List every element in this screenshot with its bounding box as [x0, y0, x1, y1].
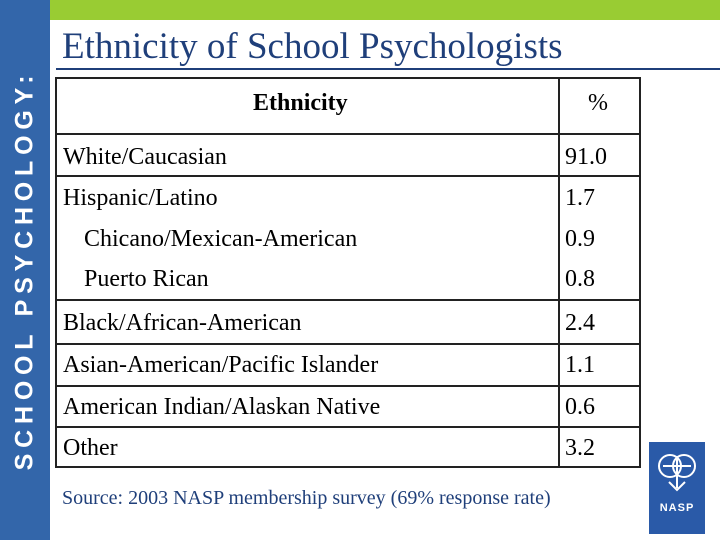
row-value: 91.0	[565, 144, 607, 170]
column-divider	[558, 79, 560, 466]
header-percent: %	[588, 90, 608, 116]
row-divider	[57, 343, 639, 345]
row-label: Other	[63, 435, 118, 461]
title-underline	[56, 68, 720, 70]
side-banner: SCHOOL PSYCHOLOGY:	[0, 0, 50, 540]
top-accent-bar	[0, 0, 720, 20]
side-banner-text: SCHOOL PSYCHOLOGY:	[10, 69, 39, 471]
row-divider	[57, 385, 639, 387]
row-divider	[57, 299, 639, 301]
nasp-emblem-icon	[658, 454, 696, 492]
row-value: 0.8	[565, 266, 595, 292]
row-label: Black/African-American	[63, 310, 302, 336]
nasp-logo: NASP	[649, 442, 705, 534]
row-value: 2.4	[565, 310, 595, 336]
row-value: 1.1	[565, 352, 595, 378]
row-value: 0.9	[565, 226, 595, 252]
row-label: White/Caucasian	[63, 144, 227, 170]
row-divider	[57, 175, 639, 177]
row-value: 0.6	[565, 394, 595, 420]
row-label: American Indian/Alaskan Native	[63, 394, 381, 420]
logo-text: NASP	[659, 502, 695, 514]
header-divider	[57, 133, 639, 135]
row-value: 1.7	[565, 185, 595, 211]
row-sublabel: Puerto Rican	[84, 266, 209, 292]
ethnicity-table: Ethnicity % White/Caucasian 91.0 Hispani…	[55, 77, 641, 468]
row-value: 3.2	[565, 435, 595, 461]
row-label: Asian-American/Pacific Islander	[63, 352, 379, 378]
row-label: Hispanic/Latino	[63, 185, 218, 211]
source-note: Source: 2003 NASP membership survey (69%…	[62, 487, 551, 509]
row-sublabel: Chicano/Mexican-American	[84, 226, 358, 252]
slide-title: Ethnicity of School Psychologists	[62, 26, 563, 67]
row-divider	[57, 426, 639, 428]
header-ethnicity: Ethnicity	[253, 90, 348, 116]
